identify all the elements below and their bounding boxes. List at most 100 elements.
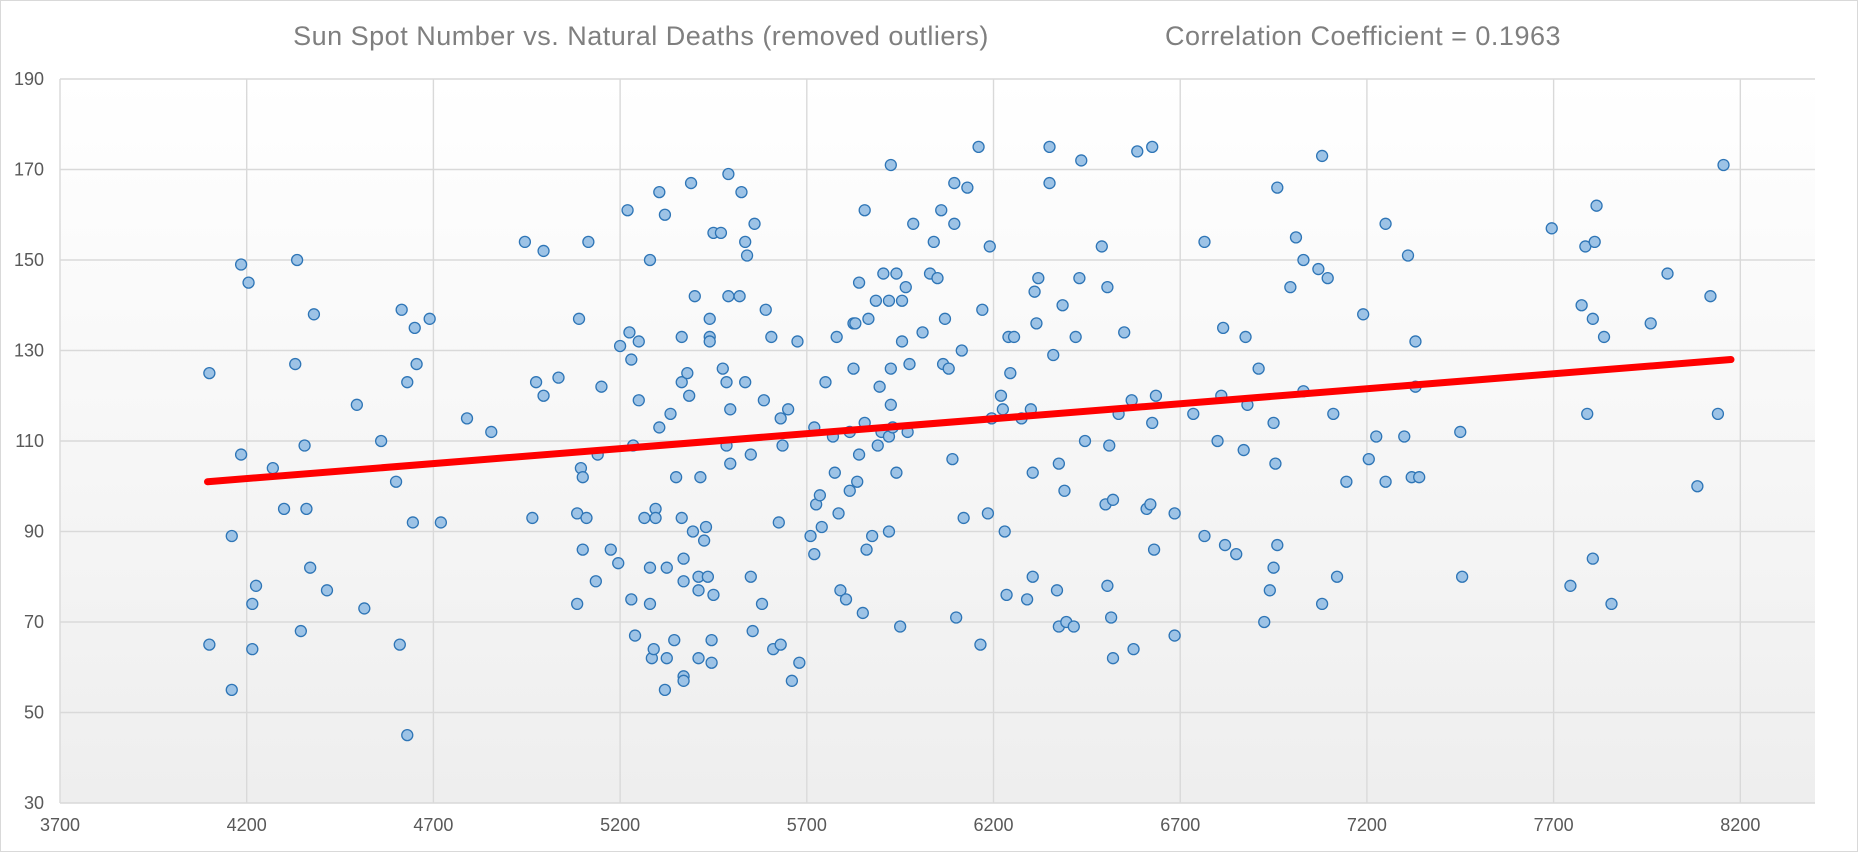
data-point <box>1597 330 1611 344</box>
data-point <box>434 516 448 529</box>
data-point <box>1315 597 1329 611</box>
data-point <box>683 389 696 402</box>
data-point <box>948 176 961 190</box>
data-point <box>675 511 688 525</box>
data-point <box>740 249 754 262</box>
gridlines <box>59 78 1815 804</box>
chart-subtitle: Correlation Coefficient = 0.1963 <box>1165 21 1561 51</box>
data-point <box>1586 312 1599 325</box>
data-point <box>406 516 420 529</box>
data-point <box>692 584 705 597</box>
data-point <box>1263 584 1276 597</box>
data-point <box>1028 285 1041 298</box>
data-point <box>1211 434 1224 448</box>
data-point <box>675 330 688 344</box>
data-point <box>862 312 875 325</box>
data-point <box>776 439 789 452</box>
data-point <box>266 461 279 475</box>
data-point <box>660 561 673 574</box>
data-point <box>1131 145 1144 158</box>
data-point <box>1104 611 1118 624</box>
data-point <box>350 398 364 411</box>
data-point <box>307 308 321 321</box>
data-point <box>1043 176 1056 190</box>
data-point <box>703 312 716 325</box>
data-point <box>903 357 916 371</box>
data-point <box>819 376 832 389</box>
data-point <box>946 452 959 466</box>
data-point <box>703 335 716 348</box>
data-point <box>1409 335 1422 348</box>
data-point <box>998 525 1011 538</box>
data-point <box>277 502 291 516</box>
data-point <box>625 593 638 606</box>
data-point <box>815 520 828 534</box>
data-point <box>653 185 666 199</box>
data-point <box>668 633 681 647</box>
data-point <box>389 475 403 488</box>
data-point <box>938 312 952 325</box>
x-tick-label: 5200 <box>600 815 640 835</box>
data-point <box>576 543 589 556</box>
data-point <box>1362 452 1375 466</box>
data-point <box>660 652 673 665</box>
data-point <box>1289 231 1303 244</box>
data-point <box>643 561 657 574</box>
data-points <box>203 140 1730 742</box>
data-point <box>851 475 864 488</box>
data-point <box>705 633 718 647</box>
data-point <box>686 525 700 538</box>
data-point <box>612 557 625 570</box>
data-point <box>899 280 912 294</box>
data-point <box>1187 407 1200 421</box>
data-point <box>613 339 627 353</box>
data-point <box>681 366 694 380</box>
y-tick-label: 70 <box>24 612 44 632</box>
data-point <box>1691 480 1704 493</box>
data-point <box>358 602 371 615</box>
data-point <box>692 652 705 665</box>
data-point <box>699 520 713 534</box>
data-point <box>1321 271 1334 285</box>
data-point <box>884 362 897 375</box>
y-tick-label: 190 <box>14 69 44 89</box>
data-point <box>873 380 886 393</box>
data-point <box>1644 317 1657 330</box>
data-point <box>1101 280 1114 294</box>
data-point <box>460 412 474 425</box>
data-point <box>688 290 701 303</box>
data-point <box>1455 570 1469 583</box>
data-point <box>1127 643 1140 656</box>
data-point <box>1050 584 1064 597</box>
data-point <box>647 643 660 656</box>
data-point <box>866 529 879 543</box>
data-point <box>830 330 843 344</box>
data-point <box>832 507 845 520</box>
data-point <box>697 534 711 547</box>
data-point <box>572 312 586 325</box>
data-point <box>916 326 929 339</box>
data-point <box>677 552 690 565</box>
data-point <box>410 357 423 371</box>
data-point <box>716 362 729 375</box>
data-point <box>628 629 642 642</box>
data-point <box>1330 570 1344 583</box>
data-point <box>828 466 841 479</box>
data-point <box>304 561 317 574</box>
y-tick-label: 150 <box>14 250 44 270</box>
data-point <box>858 204 871 217</box>
data-point <box>895 294 909 307</box>
data-point <box>714 226 728 240</box>
data-point <box>927 235 940 249</box>
data-point <box>1575 299 1588 312</box>
data-point <box>757 394 771 407</box>
data-point <box>1545 222 1558 235</box>
data-point <box>571 597 584 611</box>
data-point <box>289 357 302 371</box>
data-point <box>759 303 772 316</box>
data-point <box>701 570 715 583</box>
data-point <box>582 235 595 249</box>
data-point <box>1454 425 1467 439</box>
data-point <box>1661 267 1674 280</box>
data-point <box>852 448 866 461</box>
